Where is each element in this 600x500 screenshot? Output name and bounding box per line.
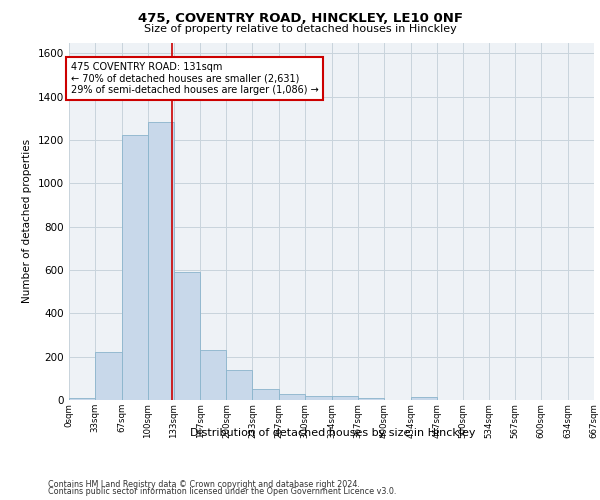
Bar bbox=[69, 398, 95, 400]
Text: 475, COVENTRY ROAD, HINCKLEY, LE10 0NF: 475, COVENTRY ROAD, HINCKLEY, LE10 0NF bbox=[137, 12, 463, 26]
Text: Size of property relative to detached houses in Hinckley: Size of property relative to detached ho… bbox=[143, 24, 457, 34]
Bar bbox=[358, 398, 384, 400]
Bar bbox=[305, 396, 332, 400]
Bar bbox=[122, 134, 148, 400]
Bar bbox=[253, 389, 279, 400]
Bar bbox=[279, 394, 305, 400]
Bar bbox=[148, 122, 173, 400]
Text: Contains public sector information licensed under the Open Government Licence v3: Contains public sector information licen… bbox=[48, 487, 397, 496]
Bar bbox=[410, 397, 437, 400]
Bar bbox=[173, 272, 200, 400]
Bar bbox=[95, 352, 122, 400]
Text: 475 COVENTRY ROAD: 131sqm
← 70% of detached houses are smaller (2,631)
29% of se: 475 COVENTRY ROAD: 131sqm ← 70% of detac… bbox=[71, 62, 319, 95]
Y-axis label: Number of detached properties: Number of detached properties bbox=[22, 139, 32, 304]
Bar bbox=[200, 350, 226, 400]
Bar bbox=[226, 370, 253, 400]
Text: Distribution of detached houses by size in Hinckley: Distribution of detached houses by size … bbox=[190, 428, 476, 438]
Text: Contains HM Land Registry data © Crown copyright and database right 2024.: Contains HM Land Registry data © Crown c… bbox=[48, 480, 360, 489]
Bar bbox=[332, 396, 358, 400]
